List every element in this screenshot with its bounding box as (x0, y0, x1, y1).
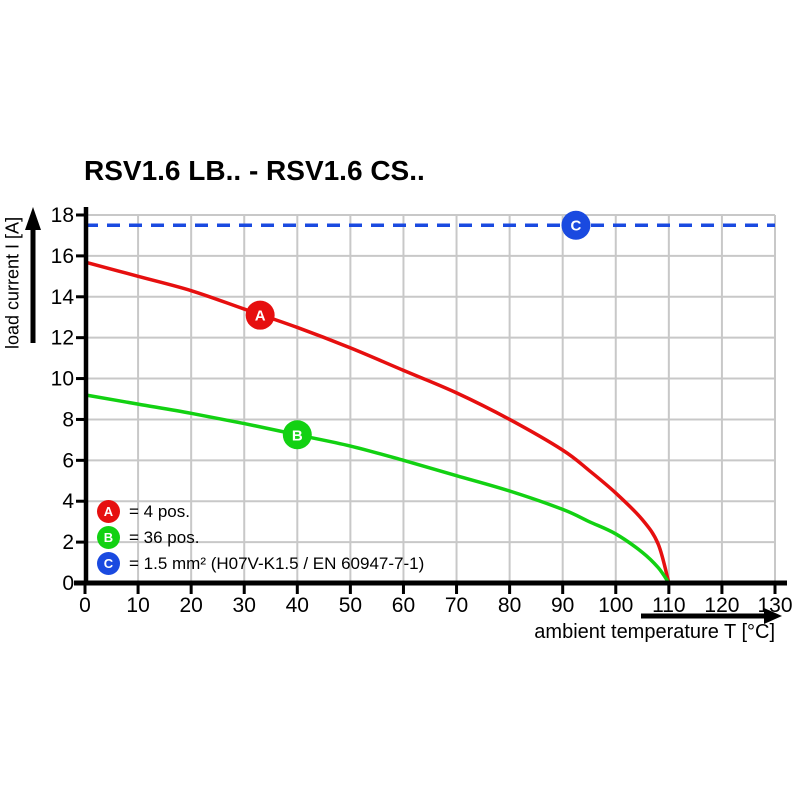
curve-marker-a-icon (245, 300, 275, 330)
y-tick-label: 0 (62, 572, 74, 595)
y-tick-label: 10 (51, 368, 74, 391)
x-tick-label: 120 (704, 594, 739, 617)
curve-a (84, 260, 671, 584)
legend-item-b: B = 36 pos. (97, 526, 424, 549)
y-axis-arrow-icon (25, 207, 41, 230)
legend: A = 4 pos. B = 36 pos. C = 1.5 mm² (H07V… (97, 500, 424, 578)
legend-item-c: C = 1.5 mm² (H07V-K1.5 / EN 60947-7-1) (97, 552, 424, 575)
x-axis-arrow-icon (764, 608, 782, 624)
curve-marker-b-letter: B (292, 427, 303, 444)
y-tick-label: 12 (51, 327, 74, 350)
curve-marker-b-icon (282, 420, 312, 450)
curve-marker-c-icon (561, 210, 591, 240)
x-tick-label: 0 (79, 594, 91, 617)
x-tick-label: 40 (286, 594, 309, 617)
x-tick-label: 110 (652, 594, 685, 617)
legend-marker-a-icon: A (97, 500, 120, 523)
y-tick-label: 2 (62, 531, 74, 554)
x-tick-label: 10 (126, 594, 149, 617)
y-tick-label: 4 (62, 490, 74, 513)
y-tick-label: 6 (62, 449, 74, 472)
x-tick-label: 70 (445, 594, 468, 617)
y-tick-label: 18 (51, 204, 74, 227)
curve-marker-a-letter: A (255, 308, 266, 325)
legend-marker-b-icon: B (97, 526, 120, 549)
chart-title: RSV1.6 LB.. - RSV1.6 CS.. (84, 155, 425, 186)
y-tick-label: 8 (62, 408, 74, 431)
y-tick-label: 16 (51, 245, 74, 268)
y-tick-label: 14 (51, 286, 75, 309)
legend-label-c: = 1.5 mm² (H07V-K1.5 / EN 60947-7-1) (129, 553, 425, 573)
x-tick-label: 90 (551, 594, 574, 617)
x-tick-label: 30 (233, 594, 256, 617)
x-tick-label: 80 (498, 594, 521, 617)
curve-marker-c-letter: C (571, 218, 582, 235)
legend-label-b: = 36 pos. (129, 527, 200, 547)
x-tick-label: 60 (392, 594, 415, 617)
x-tick-label: 50 (339, 594, 362, 617)
legend-item-a: A = 4 pos. (97, 500, 424, 523)
legend-label-a: = 4 pos. (129, 501, 190, 521)
legend-marker-c-icon: C (97, 552, 120, 575)
curve-b (84, 393, 671, 584)
x-tick-label: 100 (598, 594, 633, 617)
x-tick-label: 20 (179, 594, 202, 617)
x-axis-label: ambient temperature T [°C] (534, 621, 775, 643)
